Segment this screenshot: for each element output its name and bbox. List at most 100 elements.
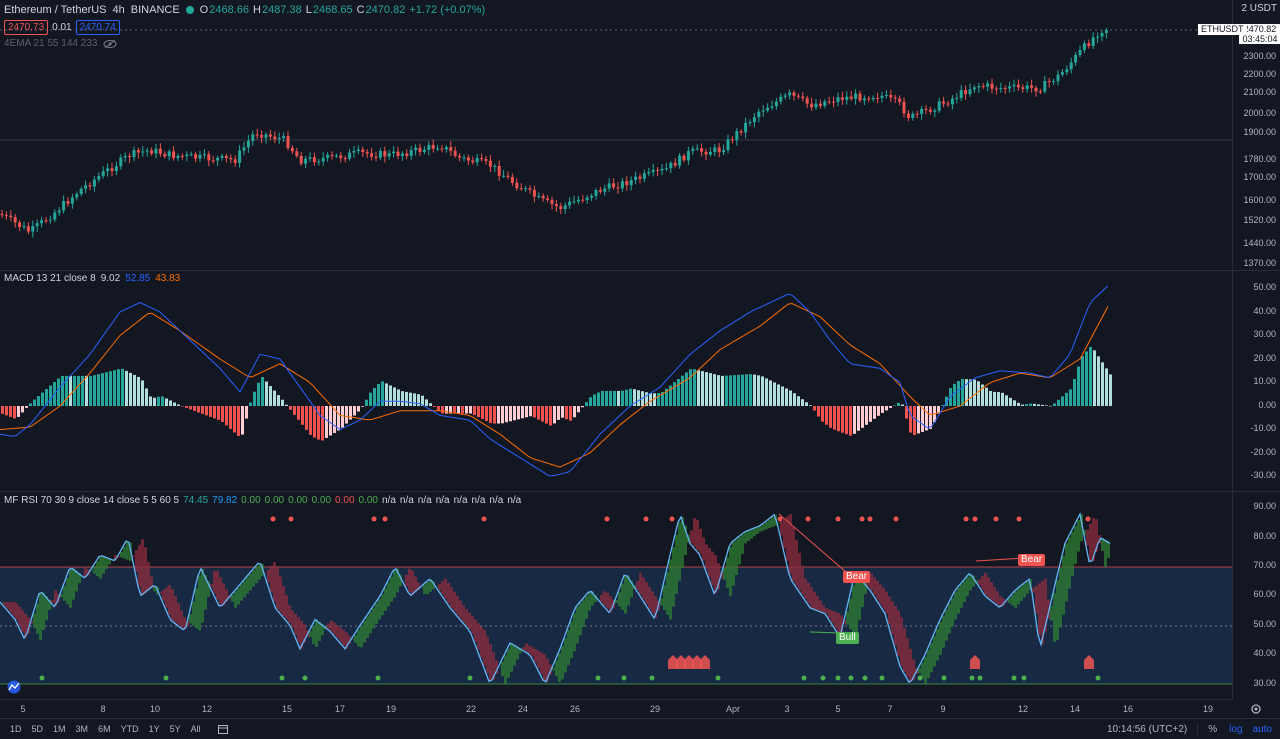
time-axis[interactable]: 5 8 10 12 15 17 19 22 24 26 29 Apr 3 5 7 9 12 14 16 19	[0, 699, 1232, 719]
rsi-cloud-segment	[1038, 583, 1041, 635]
trading-idea-icon[interactable]	[6, 680, 22, 694]
rsi-cloud-segment	[672, 546, 675, 607]
candle-body	[251, 134, 255, 141]
rsi-cloud-segment	[9, 601, 12, 613]
macd-legend[interactable]: MACD 13 21 close 8 9.02 52.85 43.83	[4, 273, 180, 284]
rsi-cloud-segment	[561, 646, 564, 680]
timeframe-button[interactable]: 1Y	[148, 724, 160, 734]
macd-histogram-bar	[409, 392, 412, 406]
macd-histogram-bar	[489, 406, 492, 424]
divergence-marker-icon	[684, 655, 694, 669]
rsi-cloud-segment	[696, 519, 699, 551]
macd-histogram-bar	[1049, 405, 1052, 407]
rsi-cloud-segment	[1023, 583, 1026, 598]
rsi-cloud-segment	[402, 580, 405, 581]
interval-label[interactable]: 4h	[112, 4, 125, 16]
buy-price-button[interactable]: 2470.74	[75, 20, 120, 35]
rsi-cloud-segment	[675, 534, 678, 594]
candle-body	[598, 190, 602, 192]
rsi-cloud-segment	[1041, 580, 1044, 645]
rsi-legend-value: 0.00	[288, 495, 308, 506]
rsi-axis[interactable]: 90.00 80.00 70.00 60.00 50.00 40.00 30.00	[1232, 492, 1280, 699]
macd-histogram-bar	[1061, 396, 1064, 406]
rsi-cloud-segment	[600, 594, 603, 602]
candle-body	[708, 151, 712, 155]
macd-histogram-bar	[701, 371, 704, 406]
timeframe-button[interactable]: 6M	[98, 724, 111, 734]
macd-histogram-bar	[725, 375, 728, 406]
rsi-cloud-segment	[876, 580, 879, 600]
rsi-cloud-segment	[174, 596, 177, 623]
auto-scale-toggle[interactable]: auto	[1252, 723, 1272, 735]
percent-scale-toggle[interactable]: %	[1208, 723, 1218, 735]
rsi-cloud-segment	[978, 579, 981, 586]
macd-histogram-bar	[997, 392, 1000, 406]
rsi-cloud-segment	[468, 612, 471, 629]
candle-body	[744, 122, 748, 133]
oversold-dot	[941, 675, 947, 681]
eye-hidden-icon[interactable]	[103, 39, 117, 49]
clock-time[interactable]: 10:14:56 (UTC+2)	[1106, 723, 1188, 735]
candle-body	[154, 148, 158, 154]
rsi-cloud-segment	[867, 581, 870, 587]
time-tick-label: 22	[465, 704, 477, 714]
macd-histogram-bar	[93, 375, 96, 406]
rsi-cloud-segment	[99, 556, 102, 579]
macd-histogram-bar	[753, 374, 756, 406]
macd-histogram-bar	[329, 406, 332, 436]
macd-histogram-bar	[1013, 400, 1016, 406]
candle-body	[57, 210, 61, 213]
macd-chart[interactable]	[0, 271, 1232, 491]
timeframe-button[interactable]: All	[190, 724, 201, 734]
settings-gear-icon[interactable]	[1250, 703, 1262, 715]
rsi-cloud-segment	[354, 634, 357, 643]
rsi-legend[interactable]: MF RSI 70 30 9 close 14 close 5 5 60 5 7…	[4, 495, 521, 506]
sell-price-button[interactable]: 2470.73	[4, 20, 49, 35]
timeframe-button[interactable]: 1D	[10, 724, 22, 734]
macd-histogram-bar	[537, 406, 540, 420]
macd-histogram-bar	[117, 369, 120, 406]
candle-body	[1008, 86, 1012, 89]
log-scale-toggle[interactable]: log	[1229, 723, 1243, 735]
macd-histogram-bar	[937, 406, 940, 414]
symbol-title[interactable]: Ethereum / TetherUS	[4, 4, 107, 16]
rsi-cloud-segment	[780, 521, 783, 536]
ema-indicator-legend[interactable]: 4EMA 21 55 144 233	[4, 38, 117, 49]
rsi-cloud-segment	[411, 570, 414, 596]
currency-label[interactable]: 2 USDT	[1241, 3, 1277, 14]
rsi-chart[interactable]	[0, 492, 1232, 699]
candle-body	[488, 160, 492, 167]
candle-body	[1038, 91, 1042, 93]
candle-body	[854, 93, 858, 99]
rsi-cloud-segment	[504, 655, 507, 684]
timeframe-button[interactable]: 5D	[31, 724, 44, 734]
macd-histogram-bar	[49, 385, 52, 406]
timeframe-button[interactable]: 1M	[53, 724, 66, 734]
rsi-cloud-segment	[654, 596, 657, 618]
macd-axis[interactable]: 50.00 40.00 30.00 20.00 10.00 0.00 -10.00 -20.0…	[1232, 271, 1280, 491]
go-to-date-icon[interactable]	[217, 723, 229, 735]
timeframe-button[interactable]: 3M	[75, 724, 89, 734]
price-axis[interactable]: 2 USDT 2300.00 2200.00 2100.00 2000.00 1900.…	[1232, 0, 1280, 270]
rsi-cloud-segment	[177, 603, 180, 626]
timeframe-button[interactable]: YTD	[120, 724, 139, 734]
rsi-cloud-segment	[27, 617, 30, 634]
rsi-cloud-segment	[576, 606, 579, 644]
rsi-cloud-segment	[987, 577, 990, 598]
rsi-cloud-segment	[741, 534, 744, 554]
rsi-cloud-segment	[420, 587, 423, 589]
candle-body	[1104, 30, 1108, 33]
timeframe-button[interactable]: 5Y	[169, 724, 181, 734]
macd-histogram-bar	[33, 399, 36, 406]
rsi-cloud-segment	[1071, 531, 1074, 577]
candle-body	[880, 95, 884, 98]
rsi-cloud-segment	[831, 610, 834, 624]
candle-body	[726, 139, 730, 151]
rsi-cloud-segment	[858, 576, 861, 620]
macd-histogram-bar	[517, 406, 520, 420]
price-chart[interactable]	[0, 0, 1232, 270]
macd-histogram-bar	[273, 390, 276, 406]
macd-histogram-bar	[869, 406, 872, 422]
rsi-cloud-segment	[1059, 567, 1062, 628]
rsi-cloud-segment	[66, 577, 69, 605]
